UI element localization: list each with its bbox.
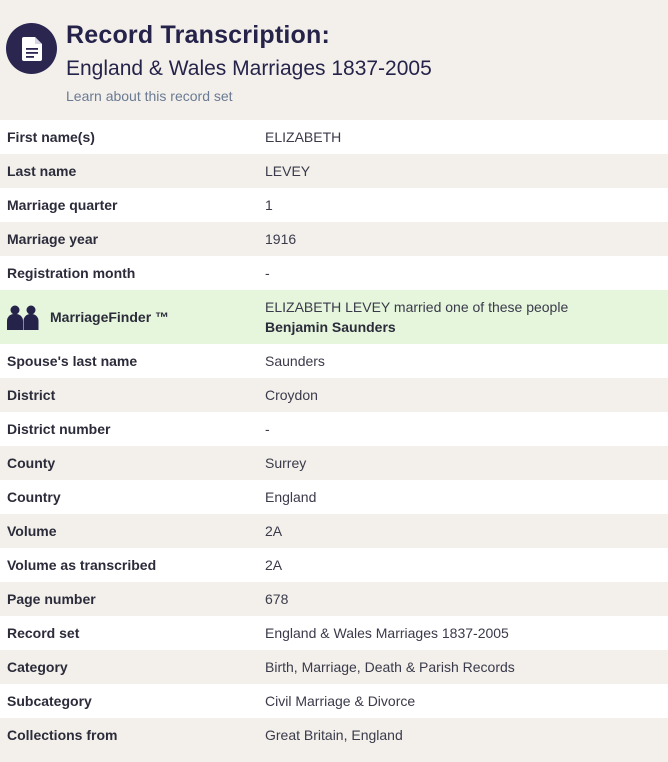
marriage-finder-text: ELIZABETH LEVEY married one of these peo… bbox=[265, 299, 569, 315]
field-value: Croydon bbox=[265, 387, 318, 403]
field-value: - bbox=[265, 265, 270, 281]
field-value: Surrey bbox=[265, 455, 307, 471]
field-value: Great Britain, England bbox=[265, 727, 403, 743]
field-value: Civil Marriage & Divorce bbox=[265, 693, 416, 709]
field-value: 2A bbox=[265, 557, 283, 573]
field-value: 678 bbox=[265, 591, 289, 607]
marriage-finder-label: MarriageFinder ™ bbox=[0, 304, 265, 330]
field-label: District bbox=[7, 387, 56, 403]
field-label: Spouse's last name bbox=[7, 353, 138, 369]
transcription-table: First name(s) ELIZABETH Last name LEVEY … bbox=[0, 120, 668, 752]
table-row: Registration month - bbox=[0, 256, 668, 290]
table-row: Marriage quarter 1 bbox=[0, 188, 668, 222]
marriage-finder-result: ELIZABETH LEVEY married one of these peo… bbox=[265, 297, 568, 337]
field-value: 1916 bbox=[265, 231, 297, 247]
field-value: ELIZABETH bbox=[265, 129, 342, 145]
field-value: LEVEY bbox=[265, 163, 311, 179]
table-row: County Surrey bbox=[0, 446, 668, 480]
field-value: Birth, Marriage, Death & Parish Records bbox=[265, 659, 515, 675]
record-header: Record Transcription: England & Wales Ma… bbox=[0, 0, 668, 120]
table-row: Collections from Great Britain, England bbox=[0, 718, 668, 752]
spouse-link[interactable]: Benjamin Saunders bbox=[265, 319, 396, 335]
table-row: Country England bbox=[0, 480, 668, 514]
field-label: Subcategory bbox=[7, 693, 92, 709]
marriage-finder-title: MarriageFinder ™ bbox=[50, 309, 170, 325]
table-row: Marriage year 1916 bbox=[0, 222, 668, 256]
field-label: Marriage quarter bbox=[7, 197, 118, 213]
field-label: Volume as transcribed bbox=[7, 557, 157, 573]
field-label: District number bbox=[7, 421, 111, 437]
field-value: 2A bbox=[265, 523, 283, 539]
document-icon bbox=[6, 23, 57, 74]
table-row: Volume as transcribed 2A bbox=[0, 548, 668, 582]
table-row: Volume 2A bbox=[0, 514, 668, 548]
field-label: Marriage year bbox=[7, 231, 99, 247]
field-label: Last name bbox=[7, 163, 77, 179]
field-label: Registration month bbox=[7, 265, 136, 281]
record-set-title: England & Wales Marriages 1837-2005 bbox=[66, 57, 432, 80]
field-label: Volume bbox=[7, 523, 57, 539]
field-label: Country bbox=[7, 489, 61, 505]
field-label: Category bbox=[7, 659, 68, 675]
field-value: 1 bbox=[265, 197, 273, 213]
field-label: First name(s) bbox=[7, 129, 95, 145]
field-value: Saunders bbox=[265, 353, 325, 369]
page-title: Record Transcription: bbox=[66, 21, 330, 49]
marriage-finder-row: MarriageFinder ™ ELIZABETH LEVEY married… bbox=[0, 290, 668, 344]
field-value: - bbox=[265, 421, 270, 437]
field-value: England & Wales Marriages 1837-2005 bbox=[265, 625, 509, 641]
field-value: England bbox=[265, 489, 317, 505]
table-row: District number - bbox=[0, 412, 668, 446]
couple-icon bbox=[7, 305, 39, 330]
field-label: County bbox=[7, 455, 56, 471]
field-label: Page number bbox=[7, 591, 96, 607]
table-row: Subcategory Civil Marriage & Divorce bbox=[0, 684, 668, 718]
learn-about-record-set-link[interactable]: Learn about this record set bbox=[66, 88, 233, 104]
table-row: Spouse's last name Saunders bbox=[0, 344, 668, 378]
table-row: Category Birth, Marriage, Death & Parish… bbox=[0, 650, 668, 684]
field-label: Collections from bbox=[7, 727, 118, 743]
table-row: First name(s) ELIZABETH bbox=[0, 120, 668, 154]
field-label: Record set bbox=[7, 625, 80, 641]
table-row: Last name LEVEY bbox=[0, 154, 668, 188]
table-row: Page number 678 bbox=[0, 582, 668, 616]
table-row: Record set England & Wales Marriages 183… bbox=[0, 616, 668, 650]
table-row: District Croydon bbox=[0, 378, 668, 412]
